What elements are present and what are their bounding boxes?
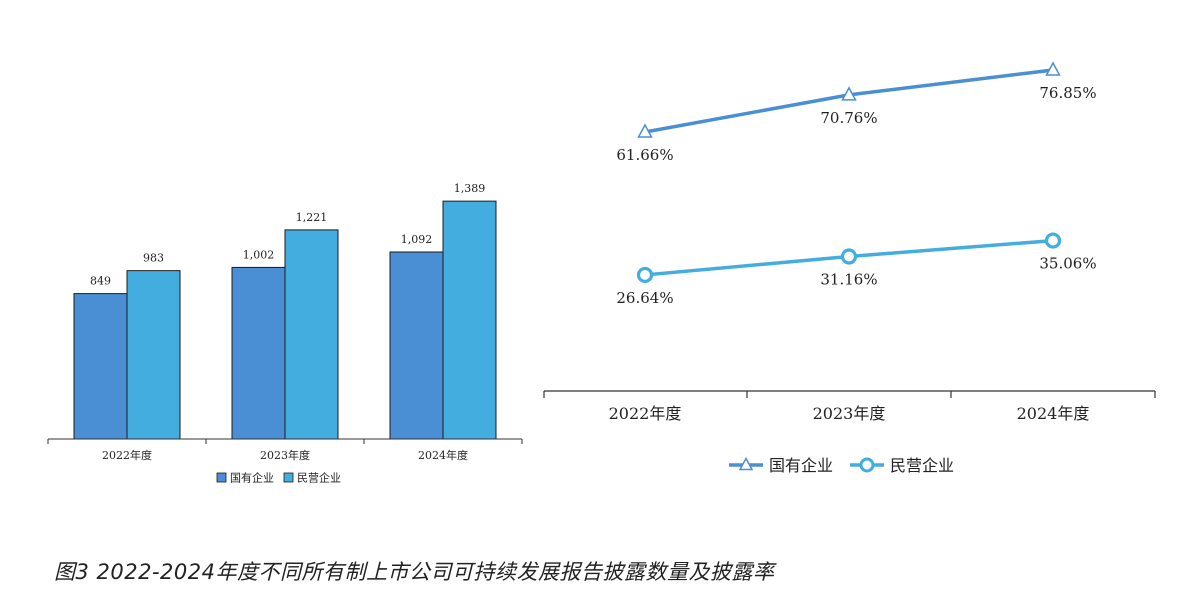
line-legend-label: 国有企业: [769, 456, 833, 475]
triangle-marker-icon: [738, 456, 754, 471]
bar-legend-swatch: [216, 472, 227, 483]
bar-private-1: [126, 270, 181, 440]
bar-legend: 国有企业 民营企业: [216, 471, 341, 485]
line-legend-label: 民营企业: [890, 456, 954, 475]
line-point-private: [840, 248, 858, 265]
line-legend: 国有企业 民营企业: [729, 456, 954, 475]
figure-caption: 图3 2022-2024年度不同所有制上市公司可持续发展报告披露数量及披露率: [54, 560, 775, 584]
bar-value-label: 1,092: [401, 233, 433, 246]
line-point-private: [1044, 232, 1062, 249]
line-x-tick-label: 2024年度: [1017, 404, 1090, 423]
bar-state-3: [389, 251, 444, 440]
bar-value-label: 1,221: [296, 211, 328, 224]
line-point-state: [1045, 61, 1061, 76]
bar-x-tick-label: 2023年度: [260, 448, 310, 462]
bar-state-1: [73, 293, 128, 440]
line-value-label: 31.16%: [820, 270, 877, 288]
circle-marker-icon: [859, 457, 875, 473]
bar-private-3: [442, 200, 497, 440]
bar-value-label: 983: [143, 252, 164, 265]
line-value-label: 26.64%: [616, 289, 673, 307]
line-value-label: 35.06%: [1039, 255, 1096, 273]
line-x-tick-label: 2022年度: [609, 404, 682, 423]
bar-legend-label: 民营企业: [297, 471, 341, 485]
line-x-tick-label: 2023年度: [813, 404, 886, 423]
bar-value-label: 849: [90, 275, 111, 288]
bar-value-label: 1,389: [454, 182, 486, 195]
bar-x-tick-label: 2024年度: [418, 448, 468, 462]
line-chart: 61.66% 70.76% 76.85% 26.64% 31.16% 35.06% 2022…: [543, 61, 1156, 475]
bar-chart: 849 983 2022年度 1,002 1,221 2023年度 1,092 1,389 20…: [47, 182, 523, 485]
bar-legend-swatch: [283, 472, 294, 483]
bar-state-2: [231, 266, 286, 440]
bar-private-2: [284, 229, 339, 440]
line-point-state: [637, 123, 653, 138]
line-value-label: 61.66%: [616, 146, 673, 164]
line-value-label: 76.85%: [1039, 84, 1096, 102]
bar-x-tick-label: 2022年度: [102, 448, 152, 462]
line-point-state: [841, 86, 857, 101]
line-point-private: [636, 266, 654, 284]
line-value-label: 70.76%: [820, 109, 877, 127]
bar-legend-label: 国有企业: [230, 471, 274, 485]
bar-value-label: 1,002: [243, 248, 275, 261]
